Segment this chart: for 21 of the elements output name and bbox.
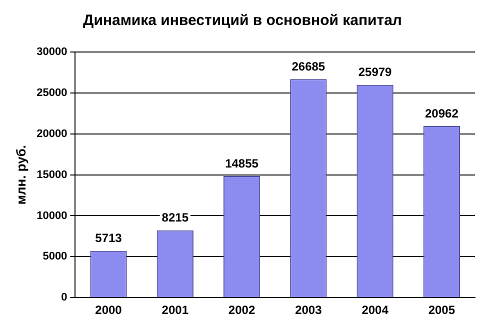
x-tick-label: 2001 (162, 303, 189, 318)
y-tick-label: 0 (61, 292, 68, 304)
data-label: 25979 (358, 65, 392, 80)
x-tick-label: 2005 (428, 303, 456, 318)
x-tick-label: 2002 (228, 303, 256, 318)
chart-title: Динамика инвестиций в основной капитал (83, 12, 402, 30)
data-label: 8215 (162, 210, 189, 225)
y-tick-label: 15000 (36, 168, 68, 181)
data-label: 5713 (95, 231, 122, 246)
data-label: 26685 (292, 59, 326, 74)
y-tick-label: 30000 (36, 46, 68, 58)
x-tick-label: 2004 (362, 303, 389, 318)
y-tick-label: 25000 (36, 86, 68, 99)
y-tick-label: 5000 (42, 250, 68, 263)
x-tick-label: 2000 (95, 303, 122, 318)
y-tick-label: 10000 (36, 210, 68, 222)
y-tick-label: 20000 (36, 128, 68, 140)
data-label: 14855 (225, 156, 259, 170)
x-tick-label: 2003 (295, 303, 322, 318)
y-axis-title: млн. руб. (13, 145, 28, 205)
data-label: 20962 (424, 106, 459, 120)
